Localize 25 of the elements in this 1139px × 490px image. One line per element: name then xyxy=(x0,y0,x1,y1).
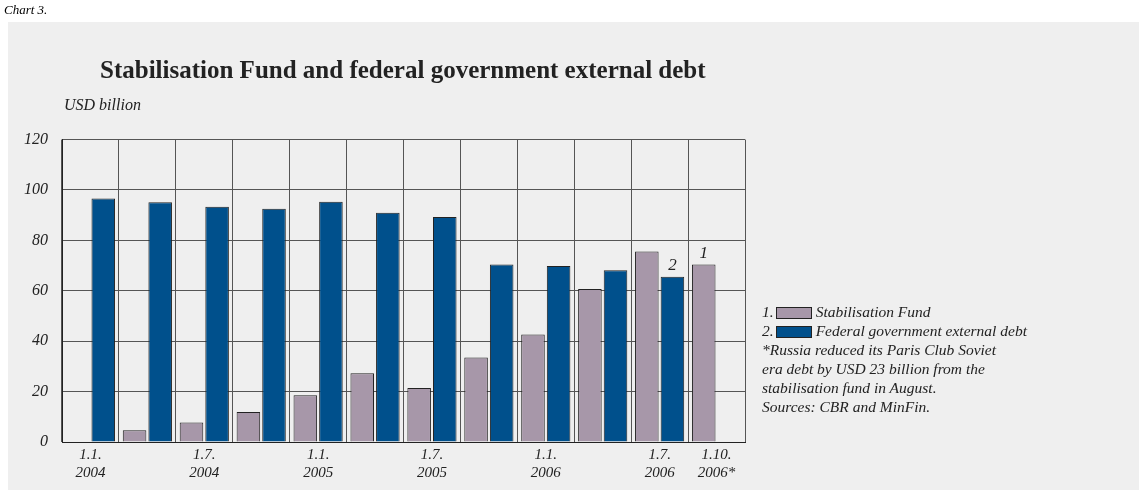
chart-title: Stabilisation Fund and federal government external debt xyxy=(100,56,706,84)
y-tick-label: 80 xyxy=(32,230,48,248)
x-tick-label: 1.7. 2005 xyxy=(416,445,448,480)
x-tick-label: 1.7. 2004 xyxy=(189,445,220,480)
x-tick-label: 1.1. 2004 xyxy=(75,445,106,480)
legend-label: Federal government external debt xyxy=(815,322,1027,339)
x-tick-label: 1.7. 2006 xyxy=(644,445,676,480)
x-tick-label: 1.1. 2005 xyxy=(303,445,334,480)
y-tick-label: 20 xyxy=(32,381,48,399)
x-tick-label: 1.1. 2006 xyxy=(530,445,562,480)
y-axis-title: USD billion xyxy=(64,96,141,114)
legend-label: Stabilisation Fund xyxy=(815,303,931,320)
x-tick-label: 1.10. 2006* xyxy=(697,445,736,480)
text: 1. xyxy=(762,303,774,320)
annotation: 1 xyxy=(699,242,708,262)
y-tick-label: 40 xyxy=(32,331,48,349)
y-tick-label: 0 xyxy=(40,432,48,450)
y-tick-label: 100 xyxy=(24,180,48,198)
text: 2. xyxy=(762,322,774,339)
caption: Chart 3. xyxy=(4,2,48,18)
y-tick-label: 60 xyxy=(32,281,48,298)
annotation: 2 xyxy=(668,254,678,274)
source-note: Sources: CBR and MinFin. xyxy=(762,397,932,416)
text: *Russia reduced its Paris Club Soviet era debt by USD 23 billion from the stabilisation fund in August. xyxy=(762,340,998,397)
y-tick-label: 120 xyxy=(24,129,48,147)
